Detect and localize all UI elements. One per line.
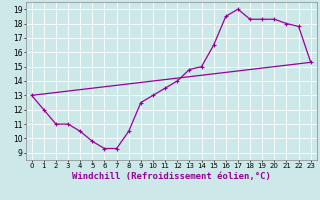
X-axis label: Windchill (Refroidissement éolien,°C): Windchill (Refroidissement éolien,°C) [72,172,271,181]
